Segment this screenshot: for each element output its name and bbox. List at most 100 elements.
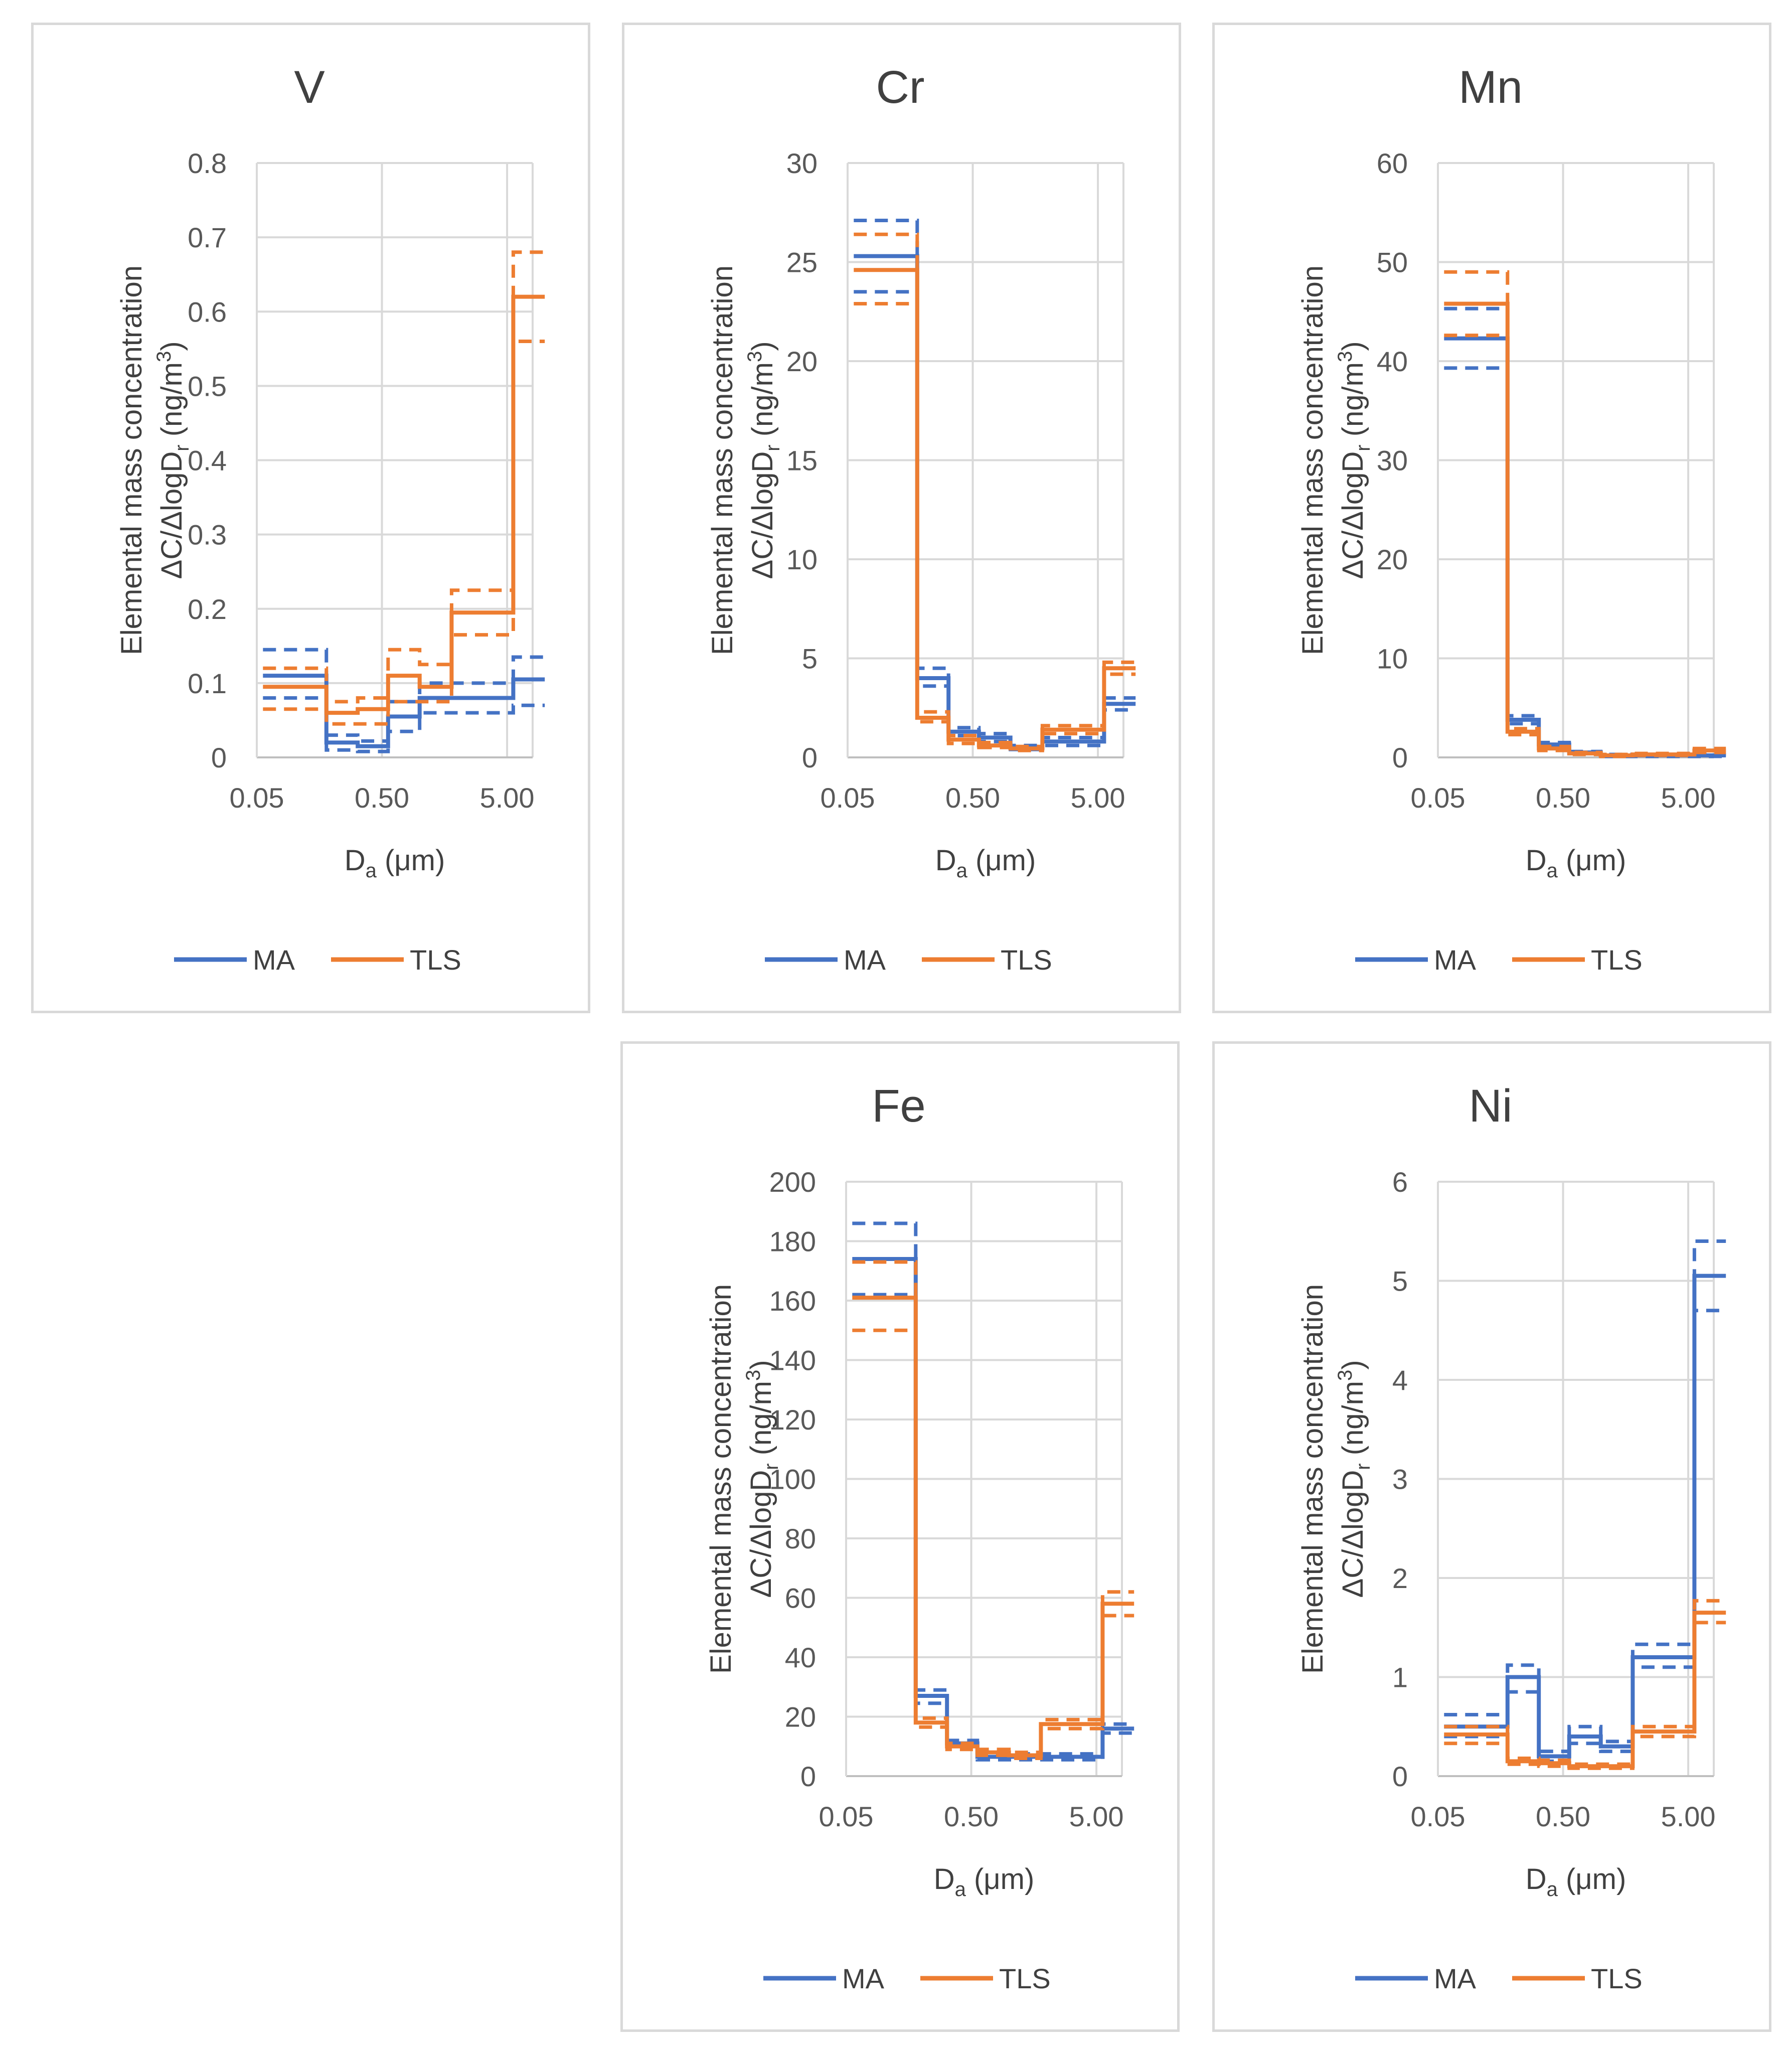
y-axis-label-line2-part: (ng/m [745,1381,777,1463]
y-axis-label-line2-part: (ng/m [1337,362,1369,444]
y-axis-label-line2: ΔC/ΔlogDr (ng/m3) [1334,341,1374,579]
y-tick-label: 0.5 [188,370,227,402]
y-tick-label: 0 [1392,1761,1408,1792]
x-axis-label: Da (μm) [934,1863,1035,1901]
y-tick-label: 140 [769,1345,816,1376]
y-tick-label: 60 [785,1583,816,1614]
y-tick-label: 2 [1392,1562,1408,1594]
chart-cr: Cr 0 5 10 15 20 25 30 0.05 0.50 5.00 Elemental mass… [622,23,1181,1013]
y-tick-label: 0.1 [188,668,227,699]
legend-label-tls: TLS [999,1963,1051,1994]
y-axis-label-line2: ΔC/ΔlogDr (ng/m3) [744,341,784,579]
series-tls-lower-bound [263,340,545,726]
chart-panel-v: V 0 0.1 0.2 0.3 0.4 0.5 0.6 0.7 0.8 0.05 0.50 5.00 El… [31,23,590,1013]
series-tls-line [263,294,545,715]
y-tick-label: 0.8 [188,147,227,179]
x-axis-label-part: (μm) [967,844,1036,877]
y-axis-label-line2-part: ) [1337,1360,1369,1369]
x-axis-label-subscript: a [1547,1878,1558,1901]
x-axis-label-part: D [934,1863,955,1895]
y-tick-label: 60 [1377,147,1408,179]
y-tick-label: 40 [785,1642,816,1673]
x-axis-label-part: D [935,844,956,877]
y-axis-label-line2-part: (ng/m [746,362,779,444]
y-axis-label-line2-subscript: r [760,1463,782,1470]
chart-panel-ni: Ni 0 1 2 3 4 5 6 0.05 0.50 5.00 Elemental mass conc… [1212,1041,1771,2032]
x-tick-label: 0.50 [355,782,409,814]
x-axis-label-part: D [1526,1863,1547,1895]
y-tick-label: 180 [769,1226,816,1257]
y-tick-label: 3 [1392,1464,1408,1495]
legend-label-tls: TLS [410,944,461,976]
series-tls-line [1444,301,1726,757]
legend-label-ma: MA [1434,1963,1477,1994]
series-ma-lower-bound [263,696,545,753]
x-tick-label: 0.05 [229,782,284,814]
chart-title-cr: Cr [876,62,924,113]
chart-v: V 0 0.1 0.2 0.3 0.4 0.5 0.6 0.7 0.8 0.05 0.50 5.00 El… [31,23,590,1013]
x-tick-label: 0.50 [1536,782,1590,814]
y-axis-label-line1: Elemental mass concentration [115,265,148,655]
x-axis-label: Da (μm) [1526,844,1626,882]
y-axis-label-line2: ΔC/ΔlogDr (ng/m3) [1334,1360,1374,1598]
y-tick-label: 0.6 [188,296,227,328]
series-ma-line [263,674,545,748]
chart-title-v: V [294,62,324,113]
legend-label-tls: TLS [1591,944,1643,976]
chart-frame [1212,23,1771,1013]
y-tick-label: 0.4 [188,445,227,477]
y-tick-label: 30 [1377,445,1408,477]
y-axis-label-line2-part: ) [745,1360,777,1369]
y-tick-label: 40 [1377,346,1408,377]
legend-label-ma: MA [253,944,295,976]
series-ma-lower-bound [854,290,1136,751]
chart-fe: Fe 0 20 40 60 80 100 120 140 160 180 200 0.05 0.50 5.0… [620,1041,1180,2032]
y-tick-label: 0 [211,742,227,773]
y-axis-label-line2-superscript: 3 [153,351,175,362]
x-axis-label-part: D [1526,844,1547,877]
series-tls-lower-bound [1444,1621,1726,1770]
y-axis-label-line2-part: (ng/m [155,362,188,444]
y-axis-label-line2-part: ΔC/ΔlogD [1337,451,1369,579]
y-tick-label: 10 [1377,643,1408,675]
y-tick-label: 0 [1392,742,1408,773]
y-tick-label: 20 [1377,544,1408,575]
y-tick-label: 160 [769,1285,816,1317]
legend-label-tls: TLS [1591,1963,1643,1994]
y-axis-label: Elemental mass concentration ΔC/ΔlogDr (n… [705,1284,782,1674]
y-axis-label-line2-part: ) [1337,341,1369,351]
y-axis-label: Elemental mass concentration ΔC/ΔlogDr (n… [1296,1284,1374,1674]
series-ma-upper-bound [1444,1239,1726,1754]
y-axis-label-line2-superscript: 3 [744,351,766,362]
legend-label-ma: MA [844,944,886,976]
y-axis-label: Elemental mass concentration ΔC/ΔlogDr (n… [115,265,193,655]
chart-frame [31,23,590,1013]
y-tick-label: 200 [769,1166,816,1198]
chart-panel-cr: Cr 0 5 10 15 20 25 30 0.05 0.50 5.00 Elemental mass… [622,23,1181,1013]
x-axis-label: Da (μm) [345,844,445,882]
x-tick-label: 0.50 [944,1801,999,1832]
legend-label-ma: MA [1434,944,1477,976]
x-axis-label-subscript: a [955,1878,966,1901]
x-axis-label-subscript: a [956,860,968,882]
chart-panel-fe: Fe 0 20 40 60 80 100 120 140 160 180 200 0.05 0.50 5.0… [620,1041,1180,2032]
chart-frame [1212,1041,1771,2032]
x-axis-label-subscript: a [1547,860,1558,882]
y-axis-label-line2-part: ) [746,341,779,351]
x-tick-label: 0.05 [819,1801,873,1832]
y-axis-label: Elemental mass concentration ΔC/ΔlogDr (n… [706,265,784,655]
y-tick-label: 5 [1392,1266,1408,1297]
y-axis-label: Elemental mass concentration ΔC/ΔlogDr (n… [1296,265,1374,655]
y-axis-label-line2-part: ΔC/ΔlogD [1337,1470,1369,1598]
series-ma-lower-bound [1444,1309,1726,1763]
y-axis-label-line2-subscript: r [1352,1463,1374,1470]
chart-ni: Ni 0 1 2 3 4 5 6 0.05 0.50 5.00 Elemental mass conc… [1212,1041,1771,2032]
y-axis-label-line2-superscript: 3 [1334,351,1356,362]
x-tick-label: 0.05 [820,782,875,814]
y-tick-label: 0.3 [188,519,227,551]
chart-title-ni: Ni [1469,1080,1513,1132]
y-tick-label: 25 [786,247,818,278]
x-axis-label-part: (μm) [377,844,445,877]
y-tick-label: 0.7 [188,222,227,253]
x-tick-label: 5.00 [1661,1801,1716,1832]
